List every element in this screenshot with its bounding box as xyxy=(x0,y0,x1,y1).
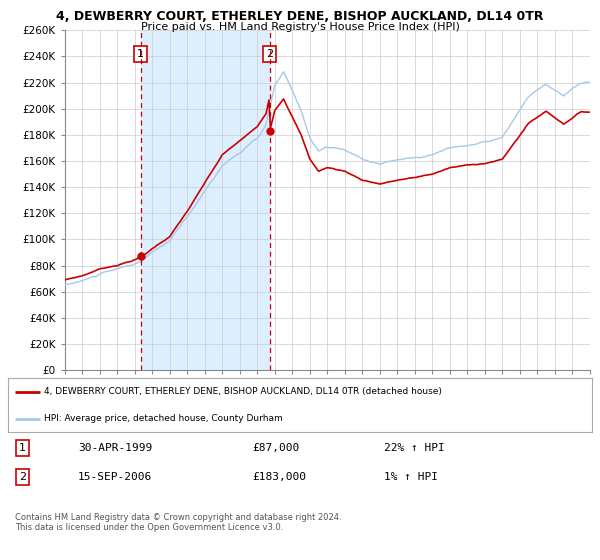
Text: Price paid vs. HM Land Registry's House Price Index (HPI): Price paid vs. HM Land Registry's House … xyxy=(140,22,460,32)
Text: 1% ↑ HPI: 1% ↑ HPI xyxy=(384,472,438,482)
Text: Contains HM Land Registry data © Crown copyright and database right 2024.: Contains HM Land Registry data © Crown c… xyxy=(15,513,341,522)
Text: 4, DEWBERRY COURT, ETHERLEY DENE, BISHOP AUCKLAND, DL14 0TR (detached house): 4, DEWBERRY COURT, ETHERLEY DENE, BISHOP… xyxy=(44,387,442,396)
Text: 1: 1 xyxy=(137,49,144,59)
Text: This data is licensed under the Open Government Licence v3.0.: This data is licensed under the Open Gov… xyxy=(15,523,283,532)
Bar xyxy=(140,30,270,370)
Text: 2: 2 xyxy=(266,49,273,59)
Text: 4, DEWBERRY COURT, ETHERLEY DENE, BISHOP AUCKLAND, DL14 0TR: 4, DEWBERRY COURT, ETHERLEY DENE, BISHOP… xyxy=(56,10,544,23)
Text: £183,000: £183,000 xyxy=(252,472,306,482)
Text: 15-SEP-2006: 15-SEP-2006 xyxy=(78,472,152,482)
Text: 30-APR-1999: 30-APR-1999 xyxy=(78,443,152,453)
Text: £87,000: £87,000 xyxy=(252,443,299,453)
Text: 22% ↑ HPI: 22% ↑ HPI xyxy=(384,443,445,453)
Text: HPI: Average price, detached house, County Durham: HPI: Average price, detached house, Coun… xyxy=(44,414,283,423)
Text: 1: 1 xyxy=(19,443,26,453)
Text: 2: 2 xyxy=(19,472,26,482)
